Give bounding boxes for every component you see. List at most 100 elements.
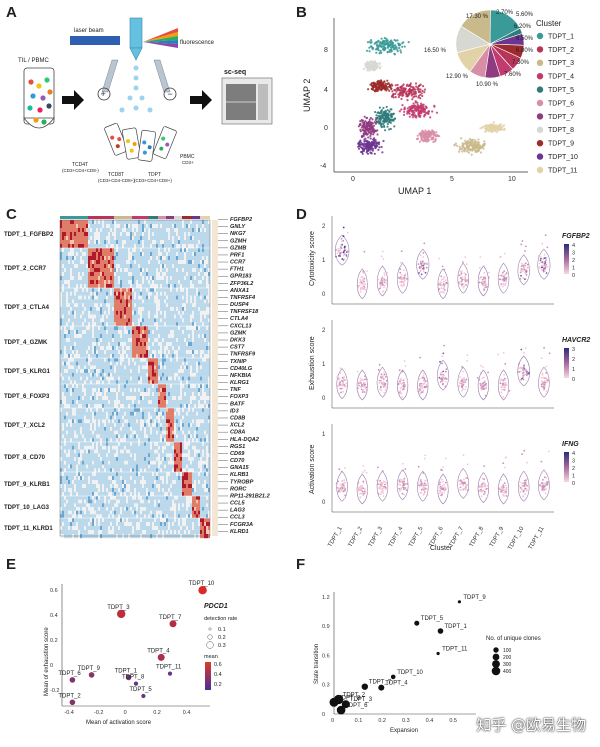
e-point [169,620,177,628]
violin-shape [497,473,510,505]
colorbar-tick: 0 [572,377,575,383]
colorbar-tick: 2 [572,466,575,472]
violin-gene-label: IFNG [562,441,579,448]
heatmap-row-label: TDPT_4_GZMK [4,340,48,346]
violin-shape [376,470,389,502]
violin-xtick: TDPT_10 [507,525,525,551]
legend-swatch [536,86,544,93]
panel-f-label: F [296,556,306,573]
e-point [125,674,132,681]
fluorescence-icon [143,28,178,48]
cluster-annotation-bar [182,216,192,219]
svg-text:TCD4T: TCD4T [72,162,88,168]
droplet-stream [119,65,153,113]
gene-label: TNFRSF18 [230,309,259,315]
legend-label: TDPT_3 [548,60,574,67]
svg-text:TDPT: TDPT [148,172,161,178]
f-point-label: TDPT_11 [442,647,468,653]
legend-label: TDPT_10 [548,154,578,161]
f-point-label: TDPT_8 [338,695,361,701]
e-xlabel: Mean of activation score [86,720,152,726]
e-ytick: 0.2 [50,638,58,644]
umap-cluster-11 [479,121,506,134]
violin-ytick: 1 [322,362,326,368]
legend-label: TDPT_2 [548,47,574,54]
violin-shape [537,248,551,280]
tdpt-tube-icon [137,129,156,162]
e-point-label: TDPT_3 [107,605,130,611]
f-point [414,620,420,626]
e-point-label: TDPT_1 [115,668,138,674]
violin-shape [416,248,430,280]
panel-e-label: E [6,556,17,573]
til-tube-icon [23,67,55,129]
gene-label: CD8A [230,430,245,436]
gene-label: CCL3 [230,515,245,521]
cluster-annotation-bar [114,216,132,219]
violin-shape [336,470,348,502]
cluster-pie [455,9,525,79]
gene-label: FGFBP2 [230,217,253,223]
panel-a-label: A [6,4,17,21]
colorbar-tick: 0 [572,273,575,279]
pie-label: 6.80% [516,48,534,54]
violin-colorbar [564,452,569,482]
gene-label: FCGR3A [230,522,253,528]
f-point-label: TDPT_9 [463,595,486,601]
e-xtick: 0.2 [153,710,161,716]
pie-label: 5.60% [516,12,534,18]
svg-text:4: 4 [324,87,328,94]
legend-label: TDPT_11 [548,167,578,174]
heatmap-row-label: TDPT_1_FGFBP2 [4,232,54,238]
legend-label: TDPT_1 [548,33,574,40]
f-xtick: 0.1 [355,718,363,724]
cluster-annotation-bar [174,216,182,219]
legend-label: TDPT_6 [548,100,574,107]
colorbar-tick: 3 [572,347,575,353]
f-point-label: TDPT_7 [369,680,392,686]
gene-label: ZFP36L2 [229,281,254,287]
e-legend-color-title: mean [204,654,218,660]
violin-gene-label: HAVCR2 [562,337,590,344]
gene-annotation-bar [212,220,218,536]
f-point [437,628,444,634]
cluster-annotation-bar [60,216,88,219]
colorbar-tick: 4 [572,451,575,457]
violin-ylabel: Cytotoxicity score [309,231,316,286]
heatmap-row-label: TDPT_10_LAG3 [4,505,50,511]
violin-colorbar [564,244,569,274]
f-xtick: 0.3 [402,718,410,724]
umap-cluster-5 [374,105,397,132]
legend-label: TDPT_7 [548,114,574,121]
gene-label: KLRB1 [230,472,249,478]
violin-ytick: 0 [322,500,326,506]
umap-cluster-10 [357,135,385,155]
e-point-label: TDPT_6 [58,671,81,677]
gene-label: GNA15 [230,465,250,471]
umap-ylabel: UMAP 2 [302,79,312,112]
gene-label: CCL5 [230,501,245,507]
f-xtick: 0.4 [426,718,434,724]
f-point [390,674,396,680]
violin-shape [436,359,450,391]
violin-shape [477,265,489,297]
gene-label: KLRD1 [230,529,249,535]
f-point [457,600,461,604]
f-point-label: TDPT_4 [385,681,408,687]
violin-plots: Cytotoxicity score210FGFBP243210Exhausti… [309,216,590,552]
colorbar-tick: 3 [572,459,575,465]
e-ytick: -0.2 [50,688,59,694]
e-point-label: TDPT_8 [122,675,145,681]
e-size-label: 0.2 [218,635,226,641]
panel-d-label: D [296,206,307,223]
clone-scatter: 0 0.1 0.2 0.3 0.4 0.5 0 0.3 0.6 0.9 1.2 Expansion St… [314,592,541,734]
violin-shape [396,262,409,294]
violin-ytick: 2 [322,224,326,230]
pie-label: 17.30 % [466,14,489,20]
cluster-annotation-bar [192,216,200,219]
pie-label: 2.70% [496,10,514,16]
e-point [88,672,95,678]
f-xtick: 0.2 [378,718,386,724]
gene-label: GPR183 [230,274,252,280]
gene-label: CXCL13 [230,323,252,329]
